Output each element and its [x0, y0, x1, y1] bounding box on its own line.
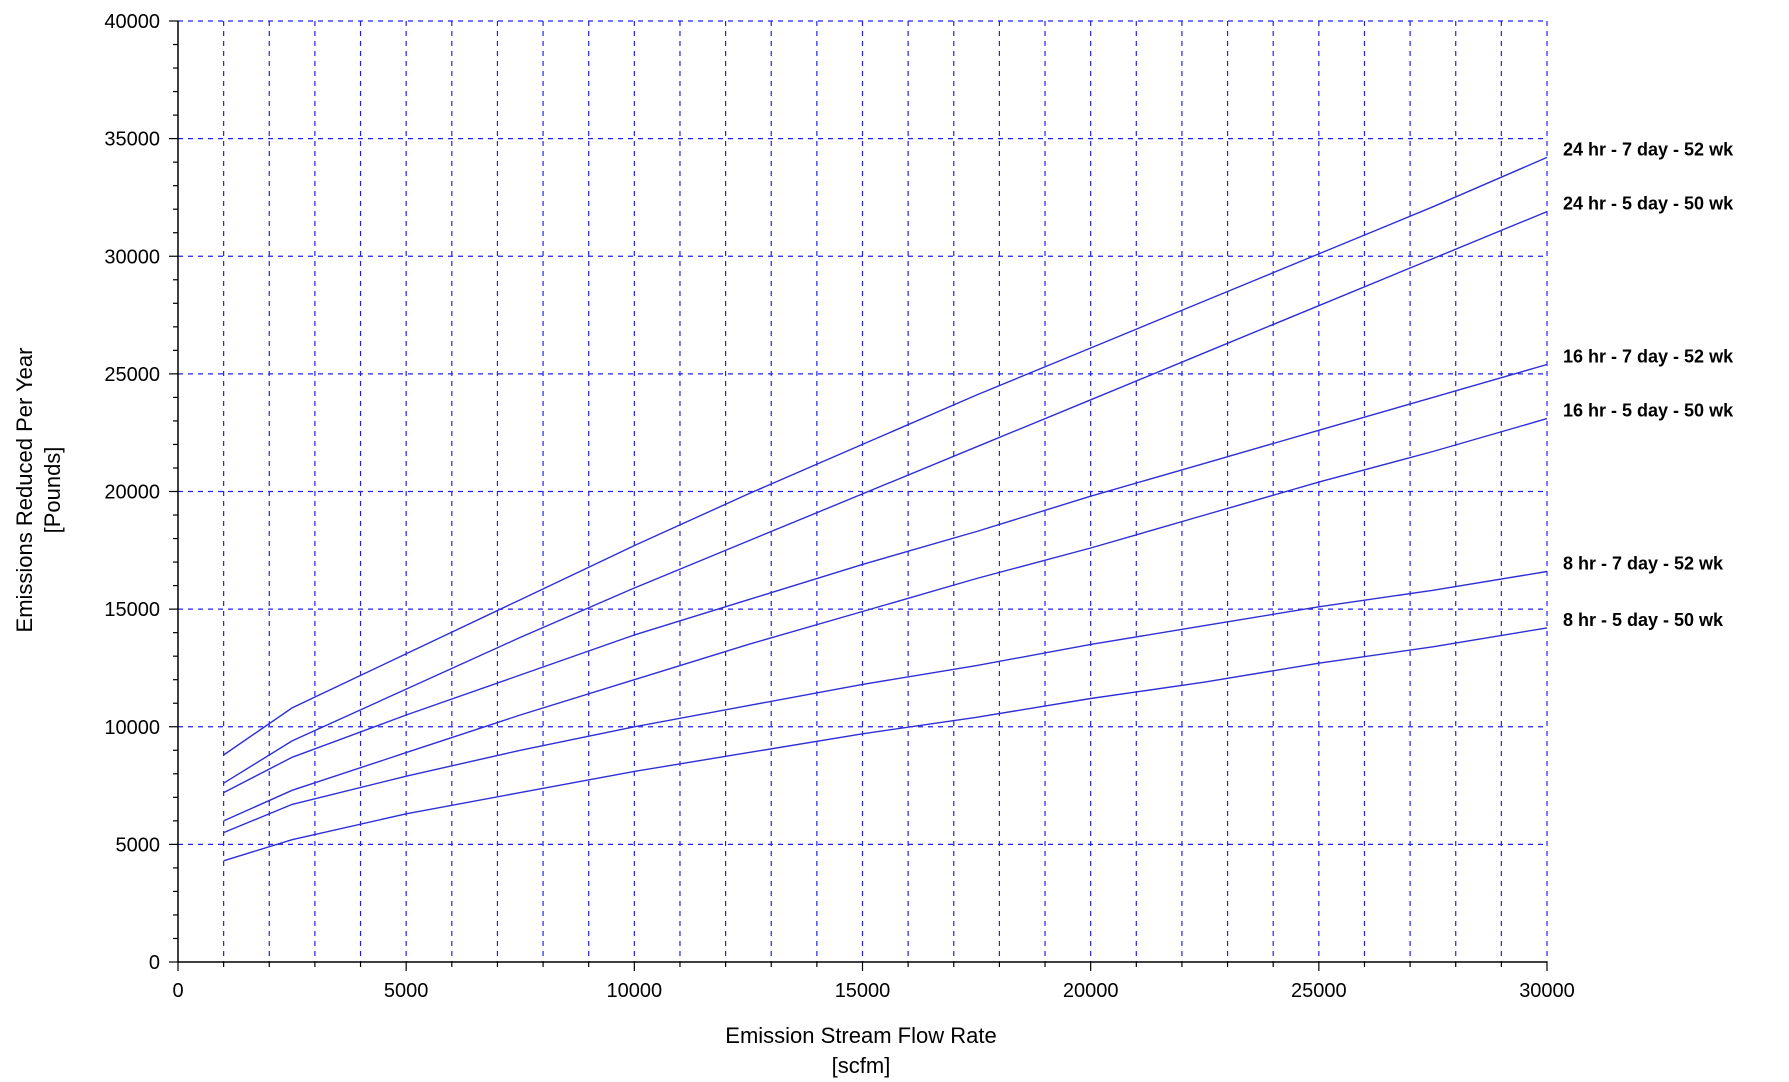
series-labels: 24 hr - 7 day - 52 wk 24 hr - 5 day - 50 …	[1563, 139, 1734, 630]
y-tick-label: 40000	[104, 11, 160, 33]
y-tick-label: 10000	[104, 717, 160, 739]
y-axis-ticks: 0 5000 10000 15000 20000 25000 30000 35000 40000	[104, 11, 178, 974]
x-tick-label: 15000	[835, 980, 891, 1002]
y-axis-title: Emissions Reduced Per Year	[12, 348, 37, 633]
series-line	[223, 210, 1548, 784]
x-axis-unit: [scfm]	[832, 1053, 891, 1078]
series-lines	[223, 156, 1548, 862]
series-line	[223, 570, 1548, 834]
y-tick-label: 5000	[116, 834, 161, 856]
y-tick-label: 20000	[104, 482, 160, 504]
x-tick-label: 0	[172, 980, 183, 1002]
y-tick-label: 0	[149, 952, 160, 974]
x-tick-label: 10000	[607, 980, 663, 1002]
series-label: 16 hr - 5 day - 50 wk	[1563, 401, 1734, 421]
x-tick-label: 5000	[384, 980, 429, 1002]
series-line	[223, 627, 1548, 862]
y-axis-unit: [Pounds]	[40, 447, 65, 534]
series-line	[223, 156, 1548, 756]
y-tick-label: 35000	[104, 129, 160, 151]
series-line	[223, 417, 1548, 822]
series-label: 8 hr - 7 day - 52 wk	[1563, 553, 1724, 573]
x-tick-label: 20000	[1063, 980, 1119, 1002]
x-axis-ticks: 0 5000 10000 15000 20000 25000 30000	[172, 962, 1575, 1002]
grid-lines	[178, 20, 1548, 962]
series-label: 24 hr - 5 day - 50 wk	[1563, 194, 1734, 214]
y-tick-label: 25000	[104, 364, 160, 386]
x-tick-label: 30000	[1519, 980, 1575, 1002]
x-axis-title: Emission Stream Flow Rate	[725, 1023, 996, 1048]
series-label: 8 hr - 5 day - 50 wk	[1563, 610, 1724, 630]
y-tick-label: 30000	[104, 246, 160, 268]
x-tick-label: 25000	[1291, 980, 1347, 1002]
series-label: 16 hr - 7 day - 52 wk	[1563, 346, 1734, 366]
series-line	[223, 363, 1548, 794]
y-tick-label: 15000	[104, 599, 160, 621]
series-label: 24 hr - 7 day - 52 wk	[1563, 139, 1734, 159]
